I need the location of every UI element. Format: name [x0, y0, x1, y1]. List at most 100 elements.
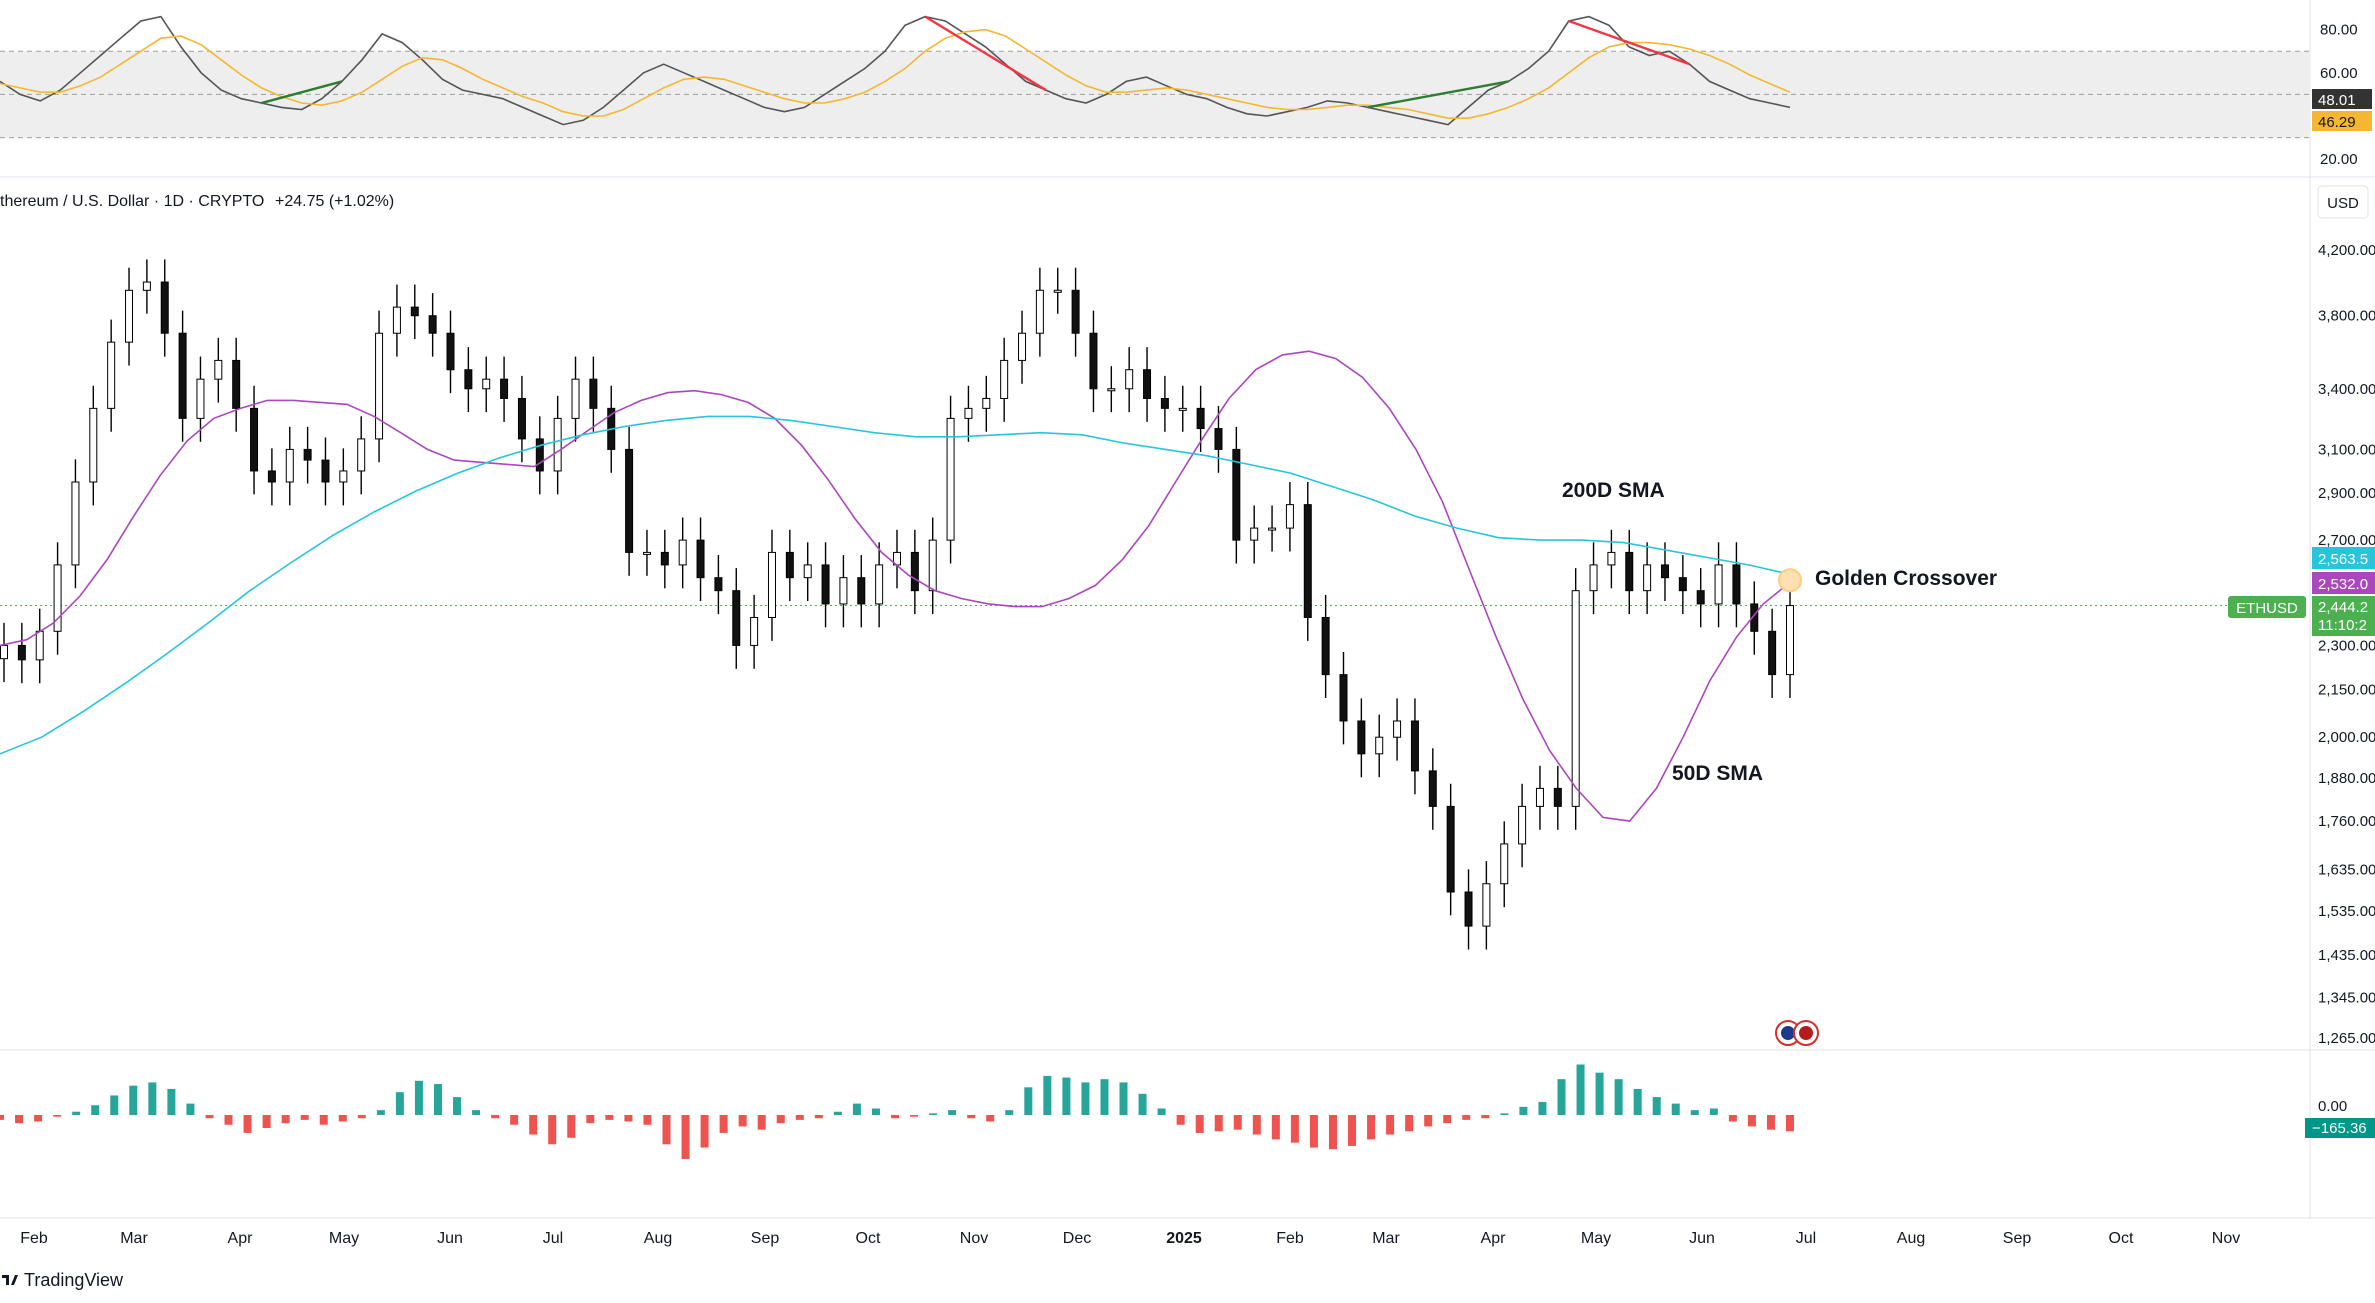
- symbol-label: ETHUSD: [2236, 600, 2298, 617]
- time-tick-label: Feb: [20, 1230, 48, 1247]
- chart-annotation: 200D SMA: [1562, 479, 1665, 502]
- candle-body: [232, 359, 241, 409]
- histogram-bar: [0, 1115, 4, 1120]
- tradingview-logo-icon: [2, 1275, 18, 1285]
- candle-body: [1303, 504, 1312, 618]
- time-tick-label: Sep: [2003, 1230, 2032, 1247]
- rsi-y-axis: 80.00 60.00 20.00 48.01 46.29: [2312, 22, 2372, 168]
- candle-body: [517, 397, 526, 440]
- candle-body: [1053, 289, 1062, 293]
- candle-body: [1607, 551, 1616, 566]
- bullish-divergence-line: [1367, 80, 1509, 109]
- histogram-bar: [300, 1115, 309, 1120]
- histogram-bar: [1633, 1088, 1642, 1115]
- candle-body: [1571, 590, 1580, 807]
- candle-body: [1000, 359, 1009, 399]
- candle-body: [964, 407, 973, 419]
- price-panel[interactable]: [0, 259, 2230, 950]
- histogram-bar: [148, 1082, 157, 1115]
- candle-body: [589, 378, 598, 409]
- candle-body: [1714, 564, 1723, 605]
- histogram-panel[interactable]: [0, 1064, 1794, 1159]
- histogram-bar: [129, 1085, 138, 1115]
- price-change: +24.75 (+1.02%): [275, 193, 394, 210]
- histogram-bar: [1024, 1087, 1033, 1115]
- candle-body: [71, 481, 80, 566]
- histogram-bar: [1195, 1115, 1204, 1133]
- candle-body: [1035, 289, 1044, 334]
- histogram-bar: [15, 1115, 24, 1124]
- histogram-bar: [814, 1115, 823, 1119]
- currency-button[interactable]: USD: [2317, 185, 2369, 219]
- bearish-divergence-line: [1568, 19, 1690, 66]
- histogram-bar: [357, 1115, 366, 1119]
- histogram-bar: [929, 1113, 938, 1115]
- histogram-bar: [186, 1103, 195, 1115]
- candle-body: [1357, 720, 1366, 755]
- histogram-bar: [910, 1115, 919, 1117]
- candle-body: [1732, 564, 1741, 605]
- candle-body: [1232, 448, 1241, 541]
- rsi-panel[interactable]: [0, 15, 2310, 139]
- time-tick-label: Mar: [1372, 1230, 1400, 1247]
- candle-body: [553, 417, 562, 472]
- candle-body: [482, 378, 491, 390]
- price-tick-label: 2,900.00: [2318, 485, 2375, 502]
- histogram-bar: [1747, 1115, 1756, 1127]
- histogram-bar: [1252, 1115, 1261, 1135]
- candle-body: [410, 306, 419, 317]
- candle-body: [1375, 736, 1384, 755]
- candle-body: [107, 341, 116, 409]
- histogram-bar: [453, 1097, 462, 1115]
- price-tick-label: 1,265.00: [2318, 1030, 2375, 1047]
- candle-body: [267, 470, 276, 483]
- candle-body: [1625, 551, 1634, 592]
- histogram-y-axis: 0.00 −165.36: [2305, 1098, 2375, 1138]
- time-tick-label: 2025: [1166, 1230, 1202, 1247]
- rsi-value-label: 48.01: [2318, 92, 2356, 109]
- candle-body: [1089, 332, 1098, 390]
- candle-body: [339, 470, 348, 483]
- candle-body: [375, 332, 384, 440]
- candle-body: [1143, 369, 1152, 399]
- candle-body: [1750, 603, 1759, 632]
- candle-body: [446, 332, 455, 371]
- histogram-bar: [1405, 1115, 1414, 1132]
- tradingview-brand[interactable]: TradingView: [0, 1267, 123, 1293]
- candle-body: [1160, 397, 1169, 409]
- histogram-bar: [491, 1115, 500, 1119]
- candle-body: [767, 551, 776, 618]
- candle-body: [1285, 504, 1294, 529]
- histogram-bar: [567, 1115, 576, 1138]
- candle-body: [571, 378, 580, 419]
- histogram-bar: [510, 1115, 519, 1125]
- histogram-bar: [624, 1115, 633, 1122]
- candle-body: [1196, 407, 1205, 430]
- rsi-value-label: 46.29: [2318, 114, 2356, 131]
- histogram-bar: [662, 1115, 671, 1145]
- candle-body: [1393, 720, 1402, 738]
- candle-body: [821, 564, 830, 605]
- price-annotations: 200D SMA Golden Crossover 50D SMA: [1562, 479, 1997, 785]
- histogram-bar: [1728, 1115, 1737, 1122]
- histogram-bar: [395, 1092, 404, 1115]
- panel-separators: [0, 0, 2375, 1219]
- histogram-value-label: −165.36: [2312, 1120, 2367, 1137]
- candle-body: [1660, 564, 1669, 579]
- candle-body: [857, 577, 866, 605]
- chart-annotation: Golden Crossover: [1815, 567, 1997, 590]
- histogram-bar: [1462, 1115, 1471, 1120]
- histogram-bar: [1671, 1103, 1680, 1115]
- time-tick-label: Nov: [960, 1230, 988, 1247]
- time-tick-label: Sep: [751, 1230, 780, 1247]
- us-flag-event-icon[interactable]: [1793, 1020, 1819, 1046]
- rsi-tick-label: 60.00: [2320, 65, 2358, 82]
- candle-body: [660, 551, 669, 566]
- histogram-tick-label: 0.00: [2318, 1098, 2347, 1115]
- price-tick-label: 3,800.00: [2318, 308, 2375, 325]
- histogram-bar: [205, 1115, 214, 1119]
- sma-value-label: 2,563.5: [2318, 551, 2368, 568]
- symbol-title: thereum / U.S. Dollar · 1D · CRYPTO: [0, 193, 264, 210]
- histogram-bar: [795, 1115, 804, 1120]
- histogram-bar: [1233, 1115, 1242, 1130]
